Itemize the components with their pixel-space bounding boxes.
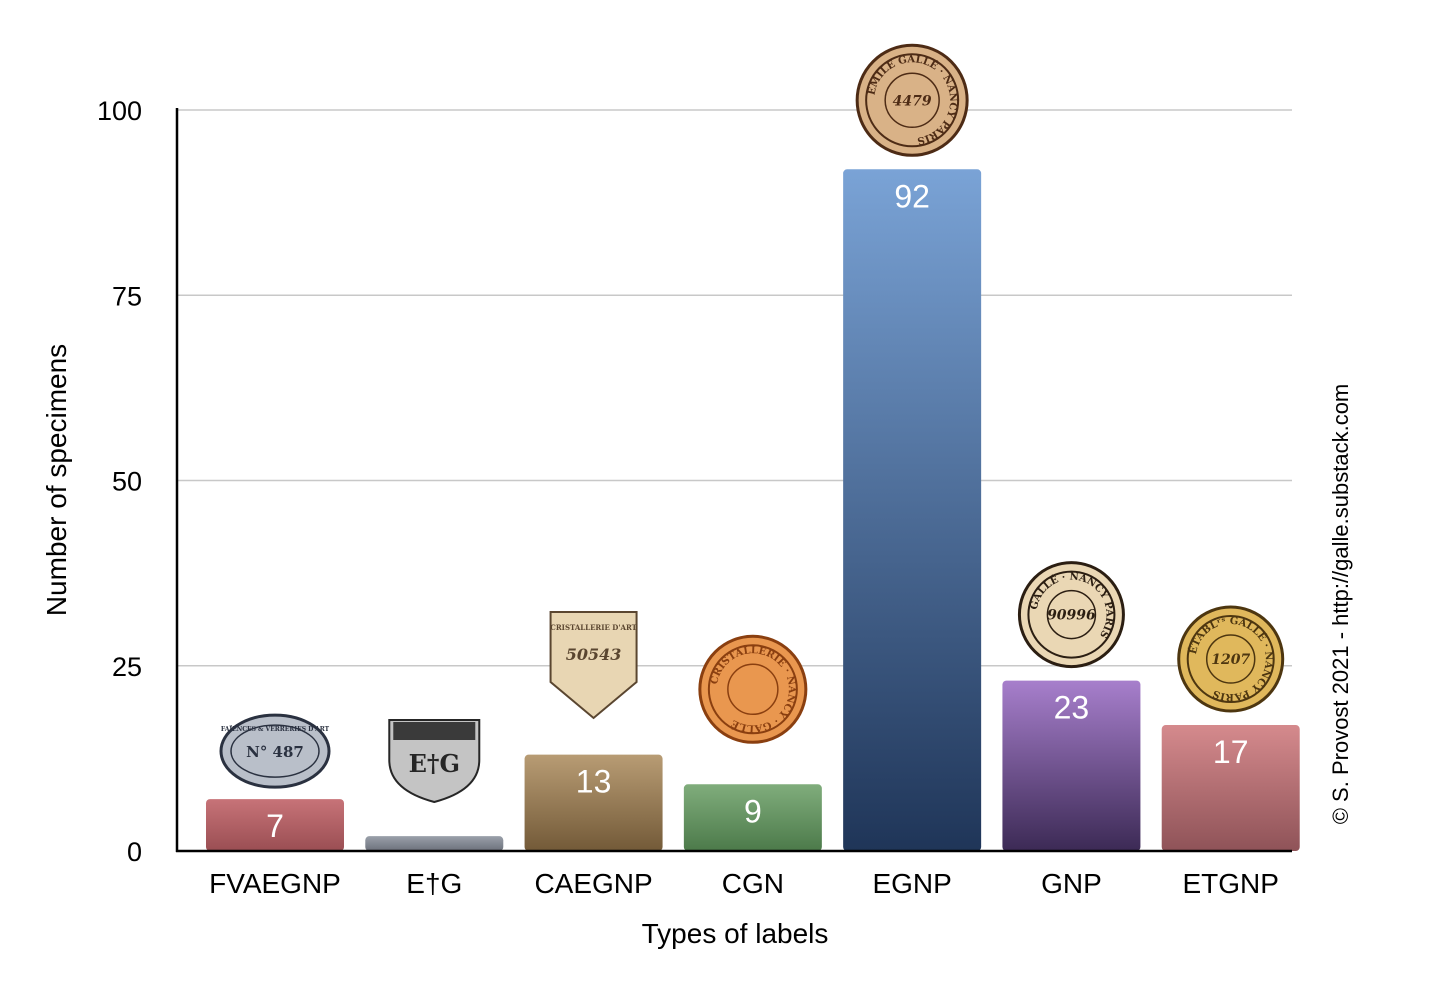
stamp-outer-ring: [1177, 605, 1285, 713]
y-tick-label-0: 0: [127, 837, 142, 867]
bar-0: [206, 799, 344, 851]
stamp-outer-ring: [219, 713, 331, 789]
stamp-center-ring: [884, 72, 940, 129]
bar-3: [683, 784, 822, 851]
bar-5: [1002, 680, 1141, 851]
stamp-outer-ring: [1017, 561, 1125, 669]
x-tick-label-2: CAEGNP: [534, 868, 652, 899]
stamp-number: N° 487: [246, 743, 304, 761]
label-images-layer: N° 487 FAÏENCES & VERRERIES D'ART E†G 50543…: [219, 43, 1285, 804]
x-axis-title: Types of labels: [642, 918, 829, 949]
bar-value-label-2: 13: [576, 764, 612, 800]
stamp-inner-ring: [707, 644, 798, 735]
stamp-center-ring: [1046, 589, 1097, 640]
y-tick-label-100: 100: [97, 96, 142, 126]
axis-layer: 0 25 50 75 100 FVAEGNP E†G CAEGNP CGN EGNP GNP ETGN…: [97, 96, 1292, 899]
x-tick-label-4: EGNP: [872, 868, 951, 899]
y-tick-label-75: 75: [112, 281, 142, 311]
stamp-number: 90996: [1047, 608, 1096, 624]
credit-text: © S. Provost 2021 - http://galle.substac…: [1328, 384, 1353, 825]
bar-value-label-0: 7: [266, 808, 284, 844]
bars-layer: 7 13 9 92 23 17: [206, 169, 1300, 851]
y-axis-title: Number of specimens: [41, 344, 72, 616]
label-image-3: CRISTALLERIE · NANCY · GALLÉ: [698, 634, 808, 744]
x-tick-label-0: FVAEGNP: [209, 868, 341, 899]
stamp-inner-ring: [1186, 615, 1275, 704]
stamp-number: 4479: [893, 93, 932, 109]
stamp-number: 1207: [1211, 652, 1250, 668]
grid-layer: [177, 109, 1292, 667]
label-image-0: N° 487 FAÏENCES & VERRERIES D'ART: [219, 713, 331, 789]
y-tick-label-50: 50: [112, 467, 142, 497]
x-tick-label-1: E†G: [406, 868, 462, 899]
bar-value-label-6: 17: [1213, 734, 1249, 770]
stamp-tag: [549, 611, 638, 720]
bar-1: [365, 836, 504, 851]
stamp-text: CRISTALLERIE D'ART: [550, 623, 637, 632]
bar-value-label-5: 23: [1054, 690, 1090, 726]
label-image-1: E†G: [388, 719, 481, 804]
bar-value-label-4: 92: [894, 178, 930, 214]
stamp-inner-ring: [865, 53, 960, 148]
stamp-outer-ring: [855, 43, 969, 157]
y-tick-label-25: 25: [112, 652, 142, 682]
stamp-text: FAÏENCES & VERRERIES D'ART: [221, 726, 330, 733]
stamp-number: E†G: [409, 749, 460, 778]
x-tick-label-5: GNP: [1041, 868, 1102, 899]
stamp-shield: [388, 719, 481, 804]
stamp-number: 50543: [566, 645, 622, 664]
label-image-2: 50543 CRISTALLERIE D'ART: [549, 611, 638, 720]
bar-6: [1161, 725, 1300, 851]
stamp-inner-ring: [1027, 570, 1116, 659]
stamp-outer-ring: [698, 634, 808, 744]
stamp-inner-ring: [230, 724, 320, 778]
text-layer: Number of specimens Types of labels © S.…: [41, 344, 1353, 949]
x-tick-label-6: ETGNP: [1182, 868, 1278, 899]
x-tick-label-3: CGN: [722, 868, 784, 899]
stamp-center-ring: [727, 663, 779, 716]
bar-2: [524, 754, 663, 851]
bar-value-label-3: 9: [744, 793, 762, 829]
bar-4: [843, 169, 982, 851]
stamp-shield-band: [393, 722, 476, 740]
stamp-center-ring: [1205, 634, 1256, 684]
